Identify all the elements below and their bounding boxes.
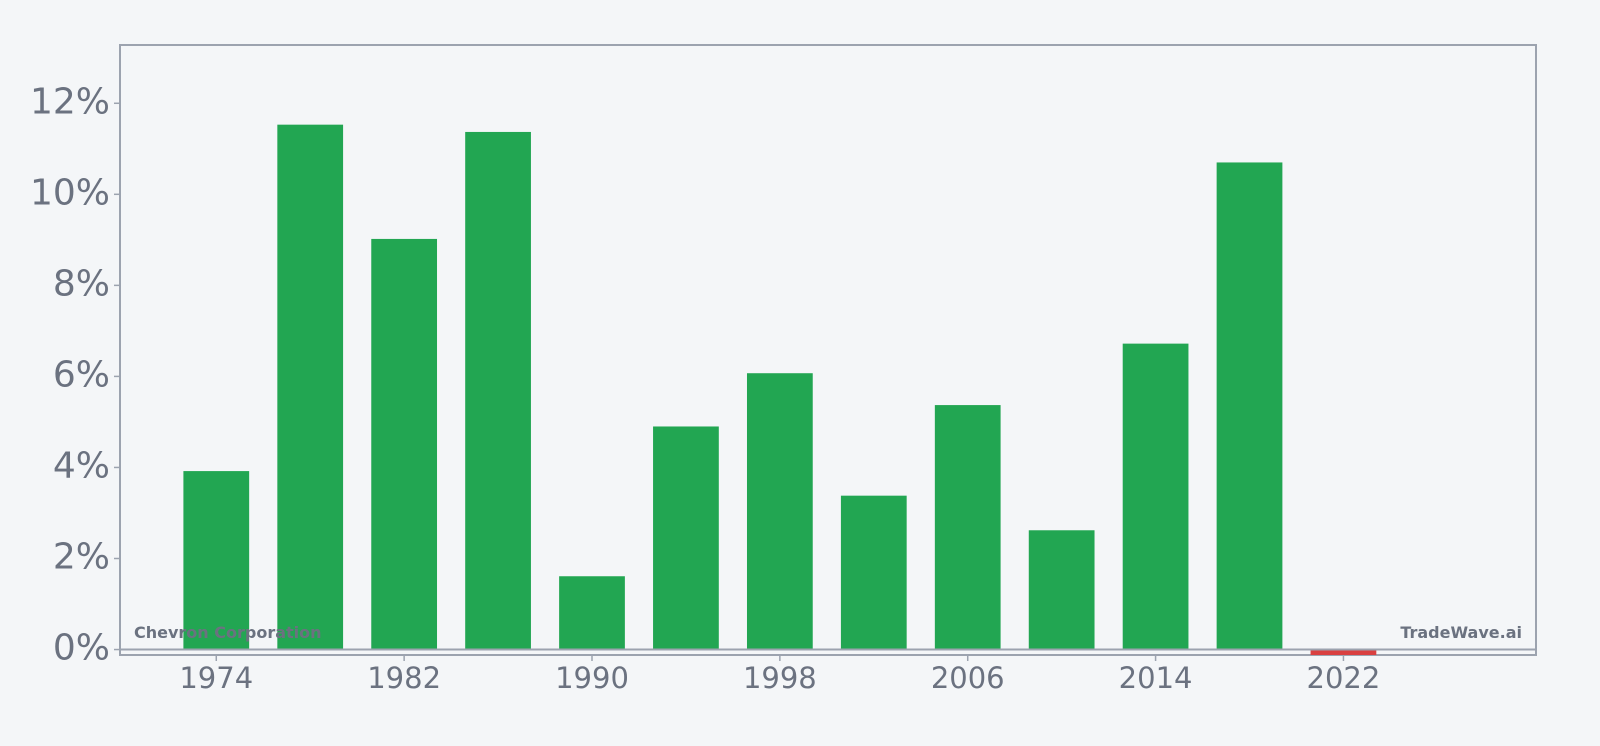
y-tick-label: 4% — [53, 445, 110, 486]
bar — [1028, 530, 1095, 650]
bar — [465, 131, 531, 650]
y-tick-label: 10% — [30, 172, 110, 213]
bar — [746, 373, 813, 650]
watermark-left: Chevron Corporation — [134, 623, 322, 642]
y-tick-label: 8% — [53, 263, 110, 304]
x-tick-label: 2006 — [931, 661, 1005, 695]
x-tick-label: 1990 — [555, 661, 629, 695]
y-tick-label: 6% — [53, 354, 110, 395]
bar — [1216, 162, 1283, 650]
x-tick-label: 1974 — [179, 661, 253, 695]
bar — [1310, 649, 1377, 655]
bar — [277, 124, 344, 650]
x-tick-label: 1998 — [743, 661, 817, 695]
y-tick-label: 12% — [30, 81, 110, 122]
bar — [840, 495, 907, 650]
plot-frame — [119, 44, 1537, 656]
bar — [934, 405, 1001, 650]
bar — [371, 238, 438, 650]
x-tick-label: 2022 — [1307, 661, 1381, 695]
x-tick-label: 1982 — [367, 661, 441, 695]
y-tick-label: 2% — [53, 536, 110, 577]
y-tick-label: 0% — [53, 628, 110, 669]
x-tick-label: 2014 — [1119, 661, 1193, 695]
bar — [1122, 343, 1189, 650]
watermark-right: TradeWave.ai — [1400, 623, 1522, 642]
bar — [653, 426, 719, 650]
bar — [559, 576, 625, 650]
bar — [183, 471, 250, 650]
